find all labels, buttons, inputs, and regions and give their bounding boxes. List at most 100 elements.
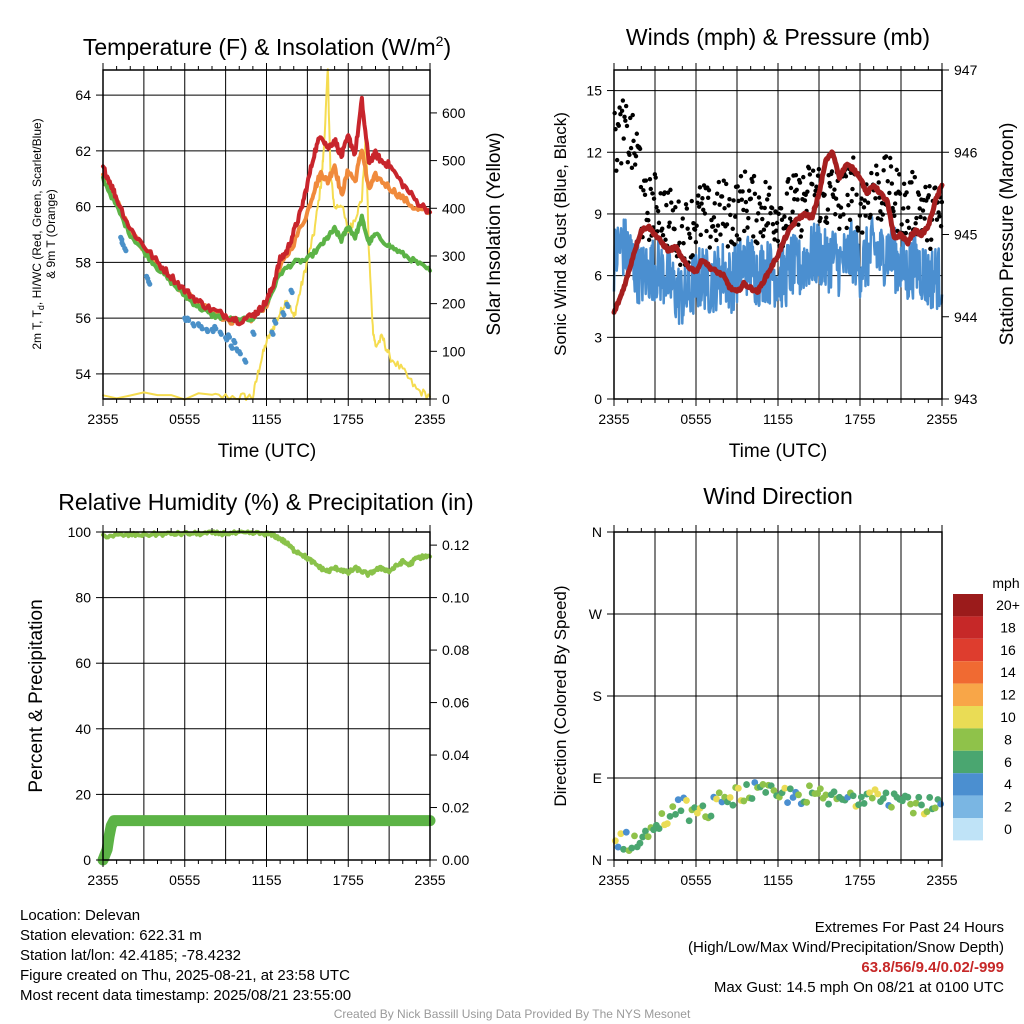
gust-point	[762, 205, 767, 211]
gust-point	[758, 230, 763, 235]
gust-point	[892, 201, 898, 206]
gust-point	[899, 222, 904, 227]
gust-point	[881, 168, 886, 173]
gust-point	[916, 192, 922, 197]
wind-direction-point	[658, 810, 666, 817]
gust-point	[859, 196, 864, 201]
gust-point	[673, 205, 678, 210]
gust-point	[714, 191, 720, 196]
wind-direction-point	[620, 845, 627, 853]
wind-direction-grid	[614, 532, 942, 860]
gust-point	[690, 253, 695, 258]
wind-direction-point	[748, 795, 756, 802]
gust-point	[897, 172, 902, 177]
gust-point	[829, 169, 835, 174]
y-tick-label: 54	[75, 366, 91, 382]
y-tick-label: 100	[68, 524, 92, 540]
gust-point	[837, 226, 842, 232]
gust-point	[742, 169, 748, 174]
gust-point	[798, 234, 804, 239]
gust-point	[779, 217, 785, 222]
y-right-tick-label: 200	[442, 296, 466, 312]
gust-point	[696, 204, 702, 209]
wind-direction-point	[825, 800, 832, 808]
y-right-tick-label: 0.12	[442, 537, 469, 553]
gust-point	[739, 197, 744, 202]
colorbar-label: 0	[1004, 821, 1012, 837]
wind-direction-point	[923, 808, 931, 816]
wind-direction-point	[784, 799, 791, 807]
wind-direction-point	[830, 788, 838, 796]
extremes-title: Extremes For Past 24 Hours	[814, 919, 1004, 936]
gust-point	[666, 224, 672, 229]
gust-point	[676, 199, 681, 204]
wind-direction-point	[762, 789, 770, 796]
temperature-ticks: 2355 0555 1155 1755 2355 54 56 58 60 62 64 0 100 200 3…	[75, 63, 466, 427]
humidity-panel-title: Relative Humidity (%) & Precipitation (i…	[58, 489, 473, 515]
gust-point	[869, 170, 874, 176]
wind-direction-ticks: 2355 0555 1155 1755 2355 N E S W N	[589, 524, 958, 888]
gust-point	[885, 179, 890, 184]
colorbar-swatch	[953, 773, 983, 796]
gust-point	[909, 180, 914, 185]
gust-point	[776, 211, 781, 217]
wind-direction-point	[855, 801, 863, 809]
heat-index-point	[251, 331, 257, 337]
wind-left-axis-label: Sonic Wind & Gust (Blue, Black)	[551, 112, 570, 356]
gust-point	[889, 181, 895, 186]
gust-point	[655, 208, 661, 214]
y-right-tick-label: 943	[954, 391, 978, 407]
gust-point	[906, 225, 912, 231]
y-tick-label: 40	[75, 721, 91, 737]
latlon-line: Station lat/lon: 42.4185; -78.4232	[20, 947, 242, 964]
x-tick-label: 1155	[251, 872, 281, 888]
gust-point	[712, 201, 717, 206]
gust-point	[647, 177, 653, 182]
gust-point	[622, 114, 627, 120]
gust-point	[765, 221, 771, 226]
wind-direction-point	[740, 797, 748, 805]
gust-point	[713, 228, 718, 233]
gust-point	[724, 181, 729, 187]
x-tick-label: 2355	[87, 411, 118, 427]
gust-point	[700, 196, 705, 201]
gust-point	[727, 197, 732, 202]
gust-point	[787, 216, 793, 221]
heat-index-point	[191, 323, 197, 329]
gust-point	[768, 210, 773, 216]
gust-point	[784, 191, 790, 196]
gust-point	[658, 191, 663, 196]
heat-index-point	[237, 351, 243, 357]
gust-point	[623, 118, 628, 123]
temperature-series	[101, 68, 432, 401]
gust-point	[786, 176, 791, 182]
y-right-tick-label: 600	[442, 105, 466, 121]
gust-point	[843, 174, 849, 179]
heat-index-point	[123, 248, 129, 254]
recent-data-line: Most recent data timestamp: 2025/08/21 2…	[20, 987, 352, 1004]
gust-point	[744, 208, 749, 214]
x-tick-label: 2355	[598, 872, 629, 888]
wind-direction-point	[879, 795, 887, 802]
colorbar-label: 10	[1000, 709, 1016, 725]
gust-point	[724, 222, 730, 227]
colorbar-swatch	[953, 728, 983, 751]
heat-index-point	[270, 331, 276, 337]
gust-point	[680, 216, 685, 221]
gust-point	[920, 208, 926, 213]
heat-index-point	[232, 340, 238, 346]
gust-point	[708, 234, 713, 239]
wind-direction-point	[918, 801, 925, 809]
wind-direction-point	[672, 811, 679, 818]
gust-point	[861, 205, 867, 210]
gust-point	[650, 191, 655, 196]
credit-line: Created By Nick Bassill Using Data Provi…	[333, 1007, 691, 1021]
x-tick-label: 1755	[333, 411, 364, 427]
gust-point	[651, 196, 657, 201]
gust-point	[689, 198, 694, 204]
gust-point	[633, 153, 639, 159]
gust-point	[759, 205, 764, 210]
colorbar-label: 4	[1004, 776, 1012, 792]
wind-direction-point	[781, 784, 789, 792]
gust-point	[725, 244, 731, 249]
